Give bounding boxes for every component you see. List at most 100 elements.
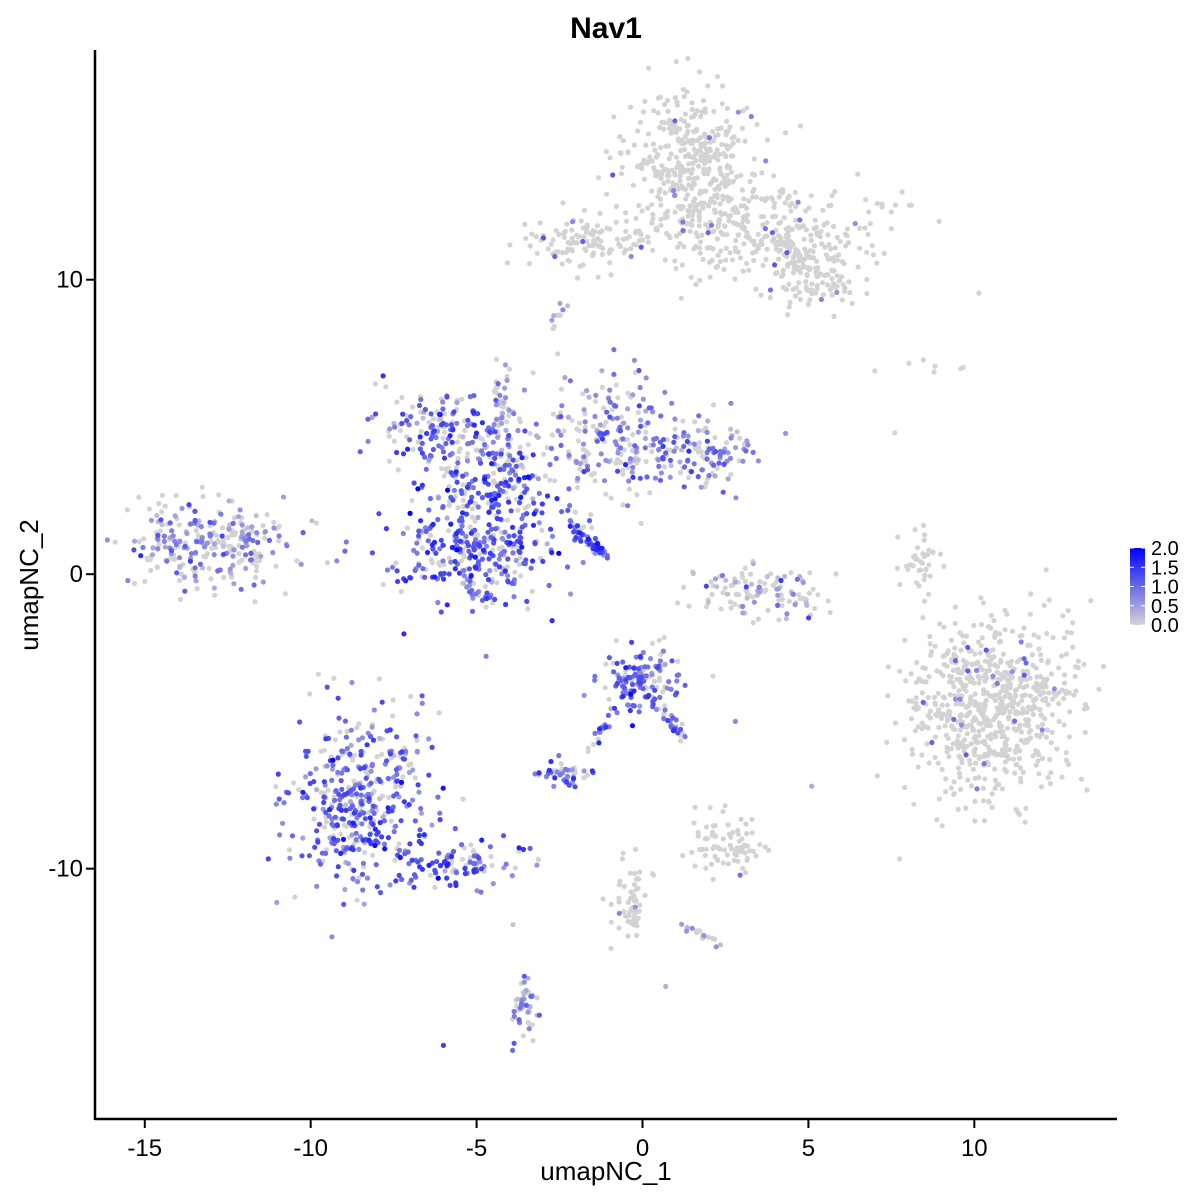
data-point	[645, 239, 652, 245]
data-point	[530, 1038, 536, 1044]
data-point	[915, 764, 921, 770]
data-point	[700, 98, 707, 104]
data-point	[621, 684, 627, 691]
data-point	[792, 602, 798, 608]
data-point	[825, 232, 831, 238]
data-point	[372, 826, 378, 832]
data-point	[359, 735, 366, 741]
data-point	[460, 434, 466, 440]
data-point	[255, 539, 261, 546]
data-point	[548, 241, 554, 247]
data-point	[809, 783, 815, 789]
data-point	[652, 475, 659, 481]
data-point	[449, 544, 455, 551]
data-point	[511, 594, 517, 600]
data-point	[993, 730, 999, 736]
data-point	[759, 196, 765, 202]
data-point	[428, 436, 434, 442]
data-point	[581, 469, 587, 475]
data-point	[330, 762, 336, 769]
data-point	[369, 414, 375, 420]
data-point	[199, 538, 205, 544]
data-point	[776, 256, 782, 262]
data-point	[972, 733, 979, 739]
data-point	[530, 522, 537, 528]
data-point	[1035, 758, 1041, 764]
data-point	[499, 535, 505, 542]
data-point	[635, 128, 641, 134]
data-point	[569, 227, 575, 233]
data-point	[792, 217, 799, 223]
data-point	[914, 580, 920, 586]
data-point	[392, 857, 398, 863]
data-point	[706, 203, 712, 209]
data-point	[536, 770, 542, 776]
data-point	[535, 434, 541, 440]
data-point	[1066, 734, 1072, 740]
data-point	[659, 163, 665, 169]
data-point	[490, 881, 496, 887]
data-point	[727, 842, 733, 849]
data-point	[650, 141, 657, 147]
data-point	[560, 307, 566, 313]
data-point	[695, 234, 701, 240]
data-point	[329, 777, 335, 784]
data-point	[498, 451, 504, 457]
data-point	[311, 806, 317, 812]
data-point	[1027, 675, 1033, 681]
data-point	[939, 823, 945, 829]
data-point	[1002, 752, 1008, 759]
data-point	[834, 234, 840, 240]
data-point	[489, 461, 495, 467]
data-point	[677, 470, 684, 476]
data-point	[650, 247, 656, 254]
data-point	[464, 484, 471, 490]
data-point	[1002, 627, 1008, 633]
data-point	[714, 584, 720, 590]
data-point	[718, 248, 724, 254]
data-point	[419, 700, 425, 706]
data-point	[771, 204, 777, 210]
data-point	[154, 564, 160, 570]
data-point	[1013, 762, 1019, 768]
data-point	[485, 577, 492, 583]
data-point	[797, 596, 804, 602]
data-point	[992, 766, 998, 772]
data-point	[343, 802, 349, 808]
data-point	[502, 568, 508, 574]
data-point	[965, 722, 972, 728]
data-point	[427, 495, 433, 502]
data-point	[658, 470, 665, 476]
data-point	[696, 212, 702, 218]
data-point	[596, 545, 602, 551]
data-point	[1016, 811, 1023, 818]
data-point	[686, 161, 692, 167]
data-point	[563, 766, 569, 772]
data-point	[1078, 776, 1084, 782]
data-point	[620, 236, 627, 242]
data-point	[1070, 644, 1076, 650]
data-point	[625, 406, 631, 412]
data-point	[526, 1026, 532, 1032]
data-point	[948, 785, 954, 791]
data-point	[473, 430, 480, 436]
data-point	[651, 436, 657, 442]
data-point	[343, 823, 349, 830]
data-point	[558, 761, 564, 767]
data-point	[348, 727, 354, 733]
data-point	[748, 113, 754, 120]
data-point	[632, 870, 638, 877]
data-point	[426, 507, 432, 513]
data-point	[724, 143, 730, 149]
data-point	[662, 211, 669, 217]
data-point	[683, 196, 689, 202]
data-point	[660, 689, 666, 695]
data-point	[786, 598, 793, 604]
data-point	[1035, 724, 1041, 730]
data-point	[529, 231, 535, 237]
data-point	[565, 773, 571, 779]
data-point	[744, 212, 750, 218]
data-point	[759, 241, 765, 247]
data-point	[779, 603, 785, 609]
data-point	[998, 659, 1004, 665]
